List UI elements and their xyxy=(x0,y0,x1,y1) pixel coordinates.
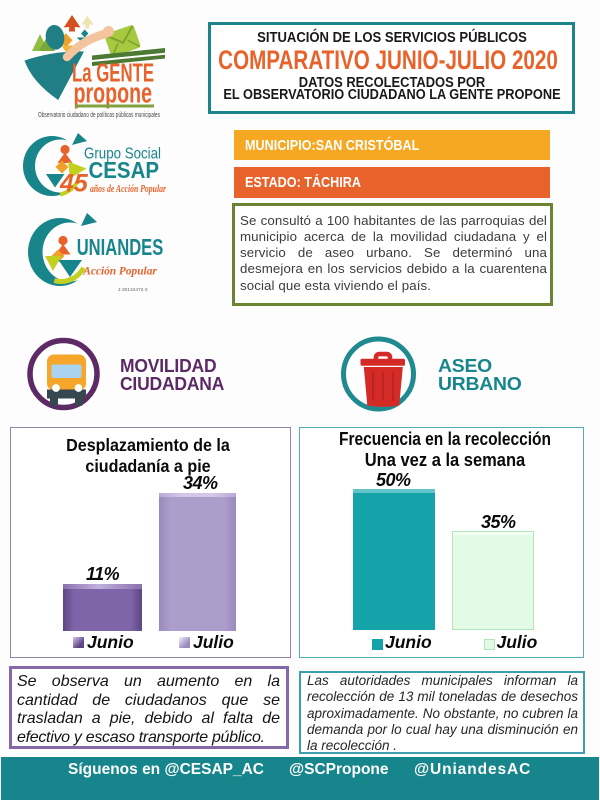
svg-text:Acción Popular: Acción Popular xyxy=(82,266,157,278)
svg-text:Observatorio ciudadano de polí: Observatorio ciudadano de políticas públ… xyxy=(38,112,160,119)
svg-text:45: 45 xyxy=(59,170,89,198)
svg-text:UNIANDES: UNIANDES xyxy=(77,234,164,260)
svg-text:años de Acción Popular: años de Acción Popular xyxy=(90,184,167,195)
svg-text:La GENTE: La GENTE xyxy=(72,60,154,88)
svg-text:propone: propone xyxy=(74,78,153,110)
svg-text:J-30134472-3: J-30134472-3 xyxy=(118,287,148,293)
svg-text:CESAP: CESAP xyxy=(89,157,160,183)
svg-text:Grupo Social: Grupo Social xyxy=(84,146,161,163)
